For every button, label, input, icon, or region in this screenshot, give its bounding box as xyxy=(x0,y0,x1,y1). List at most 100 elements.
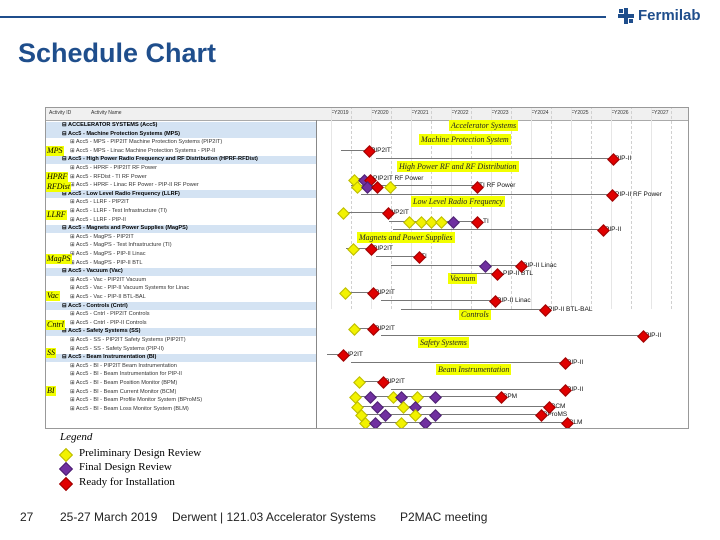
final-design-review-milestone xyxy=(379,409,392,422)
activity-row[interactable]: ⊞ Acc5 - Vac - PIP-II BTL-BAL xyxy=(70,294,146,300)
schedule-bar xyxy=(376,158,613,159)
activity-row[interactable]: ⊞ Acc5 - Cntrl - PIP2IT Controls xyxy=(70,311,150,318)
col-header-name: Activity Name xyxy=(91,110,122,116)
preliminary-design-review-milestone xyxy=(435,216,448,229)
final-design-review-milestone xyxy=(419,417,432,428)
bar-label: PIP2IT xyxy=(375,325,395,332)
activity-row[interactable]: ⊞ Acc5 - BI - Beam Position Monitor (BPM… xyxy=(70,380,178,386)
section-band-label: Vacuum xyxy=(448,273,478,284)
bar-label: PIP-II Linac xyxy=(497,297,531,304)
section-band-label: Low Level Radio Frequency xyxy=(411,196,506,207)
schedule-gantt: Activity ID Activity Name FY2019 FY2020 … xyxy=(45,107,689,429)
activity-row[interactable]: ⊞ Acc5 - BI - Beam Current Monitor (BCM) xyxy=(70,388,177,395)
left-label-mps: MPS xyxy=(46,146,64,156)
activity-row[interactable]: ⊞ Acc5 - BI - PIP2IT Beam Instrumentatio… xyxy=(70,362,177,369)
footer-date: 25-27 March 2019 xyxy=(60,510,158,524)
year-label: FY2020 xyxy=(371,110,389,116)
year-label: FY2023 xyxy=(491,110,509,116)
section-band-label: Machine Protection System xyxy=(419,134,511,145)
fermilab-logo-text: Fermilab xyxy=(638,7,701,24)
preliminary-design-review-milestone xyxy=(403,216,416,229)
section-band xyxy=(46,130,316,139)
activity-row[interactable]: ⊞ Acc5 - LLRF - Test Infrastructure (TI) xyxy=(70,208,167,214)
activity-row[interactable]: ⊞ Acc5 - BI - Beam Instrumentation for P… xyxy=(70,371,182,378)
section-row[interactable]: ⊟ Acc5 - Magnets and Power Supplies (Mag… xyxy=(62,225,188,232)
activity-row[interactable]: ⊞ Acc5 - HPRF - Linac RF Power - PIP-II … xyxy=(70,182,199,189)
left-label-bi: BI xyxy=(46,386,56,396)
half-year-gridline xyxy=(431,108,433,309)
section-row[interactable]: ⊟ Acc5 - Low Level Radio Frequency (LLRF… xyxy=(62,190,180,197)
schedule-bar xyxy=(401,309,546,310)
schedule-bar xyxy=(351,362,565,363)
activity-row[interactable]: ⊞ Acc5 - HPRF - PIP2IT RF Power xyxy=(70,165,157,171)
year-gridline xyxy=(451,108,452,309)
schedule-bar xyxy=(351,185,477,186)
activity-row[interactable]: ⊞ Acc5 - BI - Beam Loss Monitor System (… xyxy=(70,405,189,412)
preliminary-design-review-milestone xyxy=(347,243,360,256)
activity-row[interactable]: ⊞ Acc5 - MagPS - PIP-II BTL xyxy=(70,259,143,266)
preliminary-design-review-milestone xyxy=(353,376,366,389)
schedule-bar xyxy=(376,256,419,257)
section-row[interactable]: ⊟ ACCELERATOR SYSTEMS (Acc5) xyxy=(62,122,158,128)
ready-for-installation-milestone xyxy=(491,268,504,281)
year-gridline xyxy=(651,108,652,309)
section-band xyxy=(46,302,316,311)
bar-label: PIP2IT RF Power xyxy=(373,175,424,182)
activity-row[interactable]: ⊞ Acc5 - MagPS - Test Infrastructure (TI… xyxy=(70,242,172,249)
footer-meeting: P2MAC meeting xyxy=(400,510,488,524)
fermilab-logo-icon xyxy=(618,7,634,24)
left-label-ss: SS xyxy=(46,348,56,358)
activity-row[interactable]: ⊞ Acc5 - RFDist - TI RF Power xyxy=(70,173,147,180)
preliminary-design-review-milestone xyxy=(409,409,422,422)
year-gridline xyxy=(491,108,492,309)
section-band xyxy=(46,327,316,336)
section-row[interactable]: ⊟ Acc5 - Vacuum (Vac) xyxy=(62,268,123,275)
year-label: FY2019 xyxy=(331,110,349,116)
activity-row[interactable]: ⊞ Acc5 - Vac - PIP2IT Vacuum xyxy=(70,276,147,283)
col-header-id: Activity ID xyxy=(49,110,72,116)
final-design-review-milestone xyxy=(429,391,442,404)
bar-label: BPM xyxy=(503,393,518,400)
gantt-header: Activity ID Activity Name FY2019 FY2020 … xyxy=(46,108,688,121)
activity-row[interactable]: ⊞ Acc5 - BI - Beam Profile Monitor Syste… xyxy=(70,397,203,404)
bar-label: PIP2IT xyxy=(385,378,405,385)
activity-row[interactable]: ⊞ Acc5 - SS - Safety Systems (PIP-II) xyxy=(70,345,164,352)
activity-row[interactable]: ⊞ Acc5 - Cntrl - PIP-II Controls xyxy=(70,319,147,326)
activity-row[interactable]: ⊞ Acc5 - MagPS - PIP2IT xyxy=(70,233,134,240)
section-row[interactable]: ⊟ Acc5 - High Power Radio Frequency and … xyxy=(62,156,258,163)
section-row[interactable]: ⊟ Acc5 - Controls (Cntrl) xyxy=(62,302,128,309)
preliminary-design-review-milestone xyxy=(395,417,408,428)
schedule-bar xyxy=(356,406,549,407)
section-row[interactable]: ⊟ Acc5 - Machine Protection Systems (MPS… xyxy=(62,130,180,137)
legend-diamond-fdr xyxy=(58,461,74,477)
schedule-bar xyxy=(341,292,373,293)
schedule-bar xyxy=(341,150,369,151)
activity-row[interactable]: ⊞ Acc5 - LLRF - PIP2IT xyxy=(70,199,130,206)
activity-row[interactable]: ⊞ Acc5 - SS - PIP2IT Safety Systems (PIP… xyxy=(70,337,186,343)
final-design-review-milestone xyxy=(447,216,460,229)
legend-title: Legend xyxy=(60,431,93,443)
bar-label: PIP-II RF Power xyxy=(615,191,662,198)
section-row[interactable]: ⊟ Acc5 - Safety Systems (SS) xyxy=(62,328,141,335)
section-band-label: Controls xyxy=(459,309,491,320)
left-label-rfdist: RFDist xyxy=(46,182,72,192)
schedule-bar xyxy=(451,273,501,274)
schedule-bar xyxy=(381,335,643,336)
bar-label: BLM xyxy=(569,419,583,426)
section-row[interactable]: ⊟ Acc5 - Beam Instrumentation (BI) xyxy=(62,354,157,361)
preliminary-design-review-milestone xyxy=(348,323,361,336)
half-year-gridline xyxy=(631,108,633,309)
activity-row[interactable]: ⊞ Acc5 - MPS - PIP2IT Machine Protection… xyxy=(70,139,223,146)
legend-label-fdr: Final Design Review xyxy=(79,461,172,473)
activity-row[interactable]: ⊞ Acc5 - Vac - PIP-II Vacuum Systems for… xyxy=(70,285,190,292)
half-year-gridline xyxy=(471,108,473,309)
activity-row[interactable]: ⊞ Acc5 - MPS - Linac Machine Protection … xyxy=(70,147,216,154)
activity-row[interactable]: ⊞ Acc5 - MagPS - PIP-II Linac xyxy=(70,251,146,257)
preliminary-design-review-milestone xyxy=(384,181,397,194)
activity-row[interactable]: ⊞ Acc5 - LLRF - PIP-II xyxy=(70,216,126,223)
half-year-gridline xyxy=(591,108,593,309)
left-label-hprf: HPRF xyxy=(46,172,69,182)
year-label: FY2025 xyxy=(571,110,589,116)
bar-label: PIP-II BTL-BAL xyxy=(548,306,593,313)
bar-label: TI RF Power xyxy=(479,182,516,189)
